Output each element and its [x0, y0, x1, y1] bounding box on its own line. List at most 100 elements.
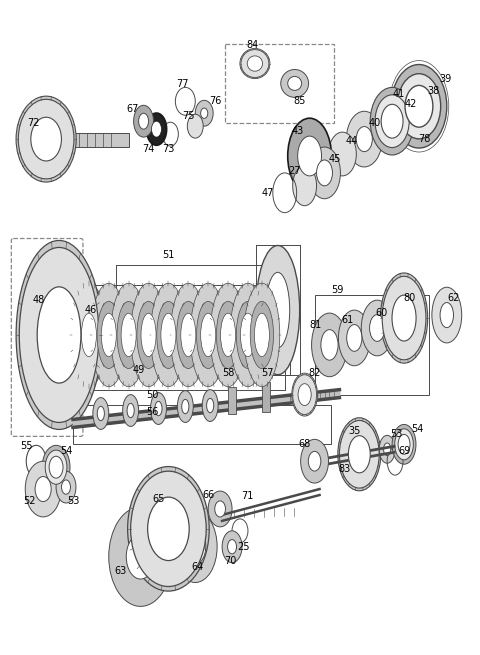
Ellipse shape: [41, 295, 77, 375]
Ellipse shape: [148, 497, 189, 561]
Text: 65: 65: [152, 494, 165, 504]
Ellipse shape: [61, 480, 71, 495]
Ellipse shape: [328, 132, 356, 176]
Ellipse shape: [312, 313, 348, 377]
Ellipse shape: [77, 301, 100, 369]
Ellipse shape: [339, 421, 379, 488]
Text: 74: 74: [143, 144, 155, 154]
Ellipse shape: [244, 283, 280, 386]
Text: 80: 80: [403, 293, 415, 303]
Text: 54: 54: [411, 424, 423, 434]
Ellipse shape: [382, 276, 426, 360]
Text: 38: 38: [428, 86, 440, 96]
Text: 35: 35: [348, 426, 360, 436]
Ellipse shape: [42, 445, 70, 489]
Text: 64: 64: [191, 561, 204, 572]
Ellipse shape: [391, 65, 447, 148]
Text: 83: 83: [338, 464, 350, 474]
Ellipse shape: [111, 283, 146, 386]
Ellipse shape: [250, 301, 274, 369]
Text: 39: 39: [440, 75, 452, 84]
Ellipse shape: [131, 283, 167, 386]
Ellipse shape: [157, 301, 180, 369]
Ellipse shape: [440, 303, 454, 328]
Ellipse shape: [93, 398, 109, 430]
Text: 51: 51: [162, 250, 175, 261]
Ellipse shape: [196, 301, 220, 369]
Text: 66: 66: [202, 490, 214, 500]
Ellipse shape: [18, 100, 74, 179]
Text: 78: 78: [418, 134, 430, 144]
Ellipse shape: [347, 325, 362, 351]
Ellipse shape: [91, 283, 127, 386]
Ellipse shape: [151, 283, 186, 386]
Ellipse shape: [137, 301, 160, 369]
Ellipse shape: [240, 313, 255, 357]
Text: 68: 68: [299, 440, 311, 449]
Ellipse shape: [201, 313, 216, 357]
Bar: [314, 295, 429, 394]
Ellipse shape: [185, 529, 206, 564]
Ellipse shape: [370, 87, 414, 155]
Ellipse shape: [151, 392, 167, 424]
Text: 27: 27: [288, 166, 301, 176]
Bar: [73, 405, 332, 444]
Ellipse shape: [247, 56, 263, 71]
Ellipse shape: [395, 429, 413, 460]
Text: 85: 85: [293, 96, 306, 106]
Ellipse shape: [109, 507, 172, 607]
Ellipse shape: [121, 313, 136, 357]
Ellipse shape: [71, 283, 107, 386]
Text: 59: 59: [331, 285, 344, 295]
Ellipse shape: [117, 301, 140, 369]
Text: 63: 63: [115, 565, 127, 576]
Ellipse shape: [35, 477, 51, 502]
Text: 49: 49: [132, 365, 144, 375]
Ellipse shape: [361, 300, 393, 356]
Text: 42: 42: [405, 100, 417, 109]
Ellipse shape: [398, 434, 410, 455]
Ellipse shape: [266, 272, 290, 348]
Text: 76: 76: [209, 96, 221, 106]
Ellipse shape: [215, 501, 226, 517]
Ellipse shape: [97, 406, 104, 421]
Text: 44: 44: [345, 136, 358, 146]
Ellipse shape: [256, 246, 300, 375]
Text: 40: 40: [368, 118, 380, 128]
Ellipse shape: [348, 436, 370, 473]
Ellipse shape: [133, 105, 154, 137]
Ellipse shape: [19, 248, 99, 422]
Ellipse shape: [16, 96, 76, 182]
Text: 61: 61: [341, 315, 353, 325]
Text: 50: 50: [146, 390, 159, 400]
Ellipse shape: [381, 273, 428, 363]
Ellipse shape: [356, 126, 372, 151]
Ellipse shape: [182, 400, 189, 414]
Ellipse shape: [16, 240, 102, 430]
Ellipse shape: [432, 288, 462, 343]
Ellipse shape: [146, 113, 167, 145]
Ellipse shape: [222, 531, 242, 563]
Ellipse shape: [126, 534, 155, 579]
Text: 70: 70: [224, 555, 236, 566]
Ellipse shape: [128, 466, 209, 591]
Ellipse shape: [97, 301, 120, 369]
Text: 84: 84: [247, 40, 259, 50]
Ellipse shape: [300, 440, 328, 483]
Text: 82: 82: [308, 367, 321, 378]
Text: 62: 62: [447, 293, 460, 303]
Text: 71: 71: [241, 491, 253, 501]
Ellipse shape: [392, 295, 416, 341]
Ellipse shape: [375, 95, 409, 147]
Ellipse shape: [45, 450, 67, 484]
Ellipse shape: [56, 471, 76, 503]
Text: 48: 48: [33, 295, 45, 305]
Ellipse shape: [308, 451, 321, 471]
Ellipse shape: [37, 287, 81, 383]
Ellipse shape: [155, 402, 162, 416]
Text: 81: 81: [310, 320, 322, 330]
Ellipse shape: [240, 48, 270, 79]
Text: 73: 73: [162, 144, 175, 154]
Ellipse shape: [292, 373, 317, 416]
Ellipse shape: [49, 457, 63, 478]
